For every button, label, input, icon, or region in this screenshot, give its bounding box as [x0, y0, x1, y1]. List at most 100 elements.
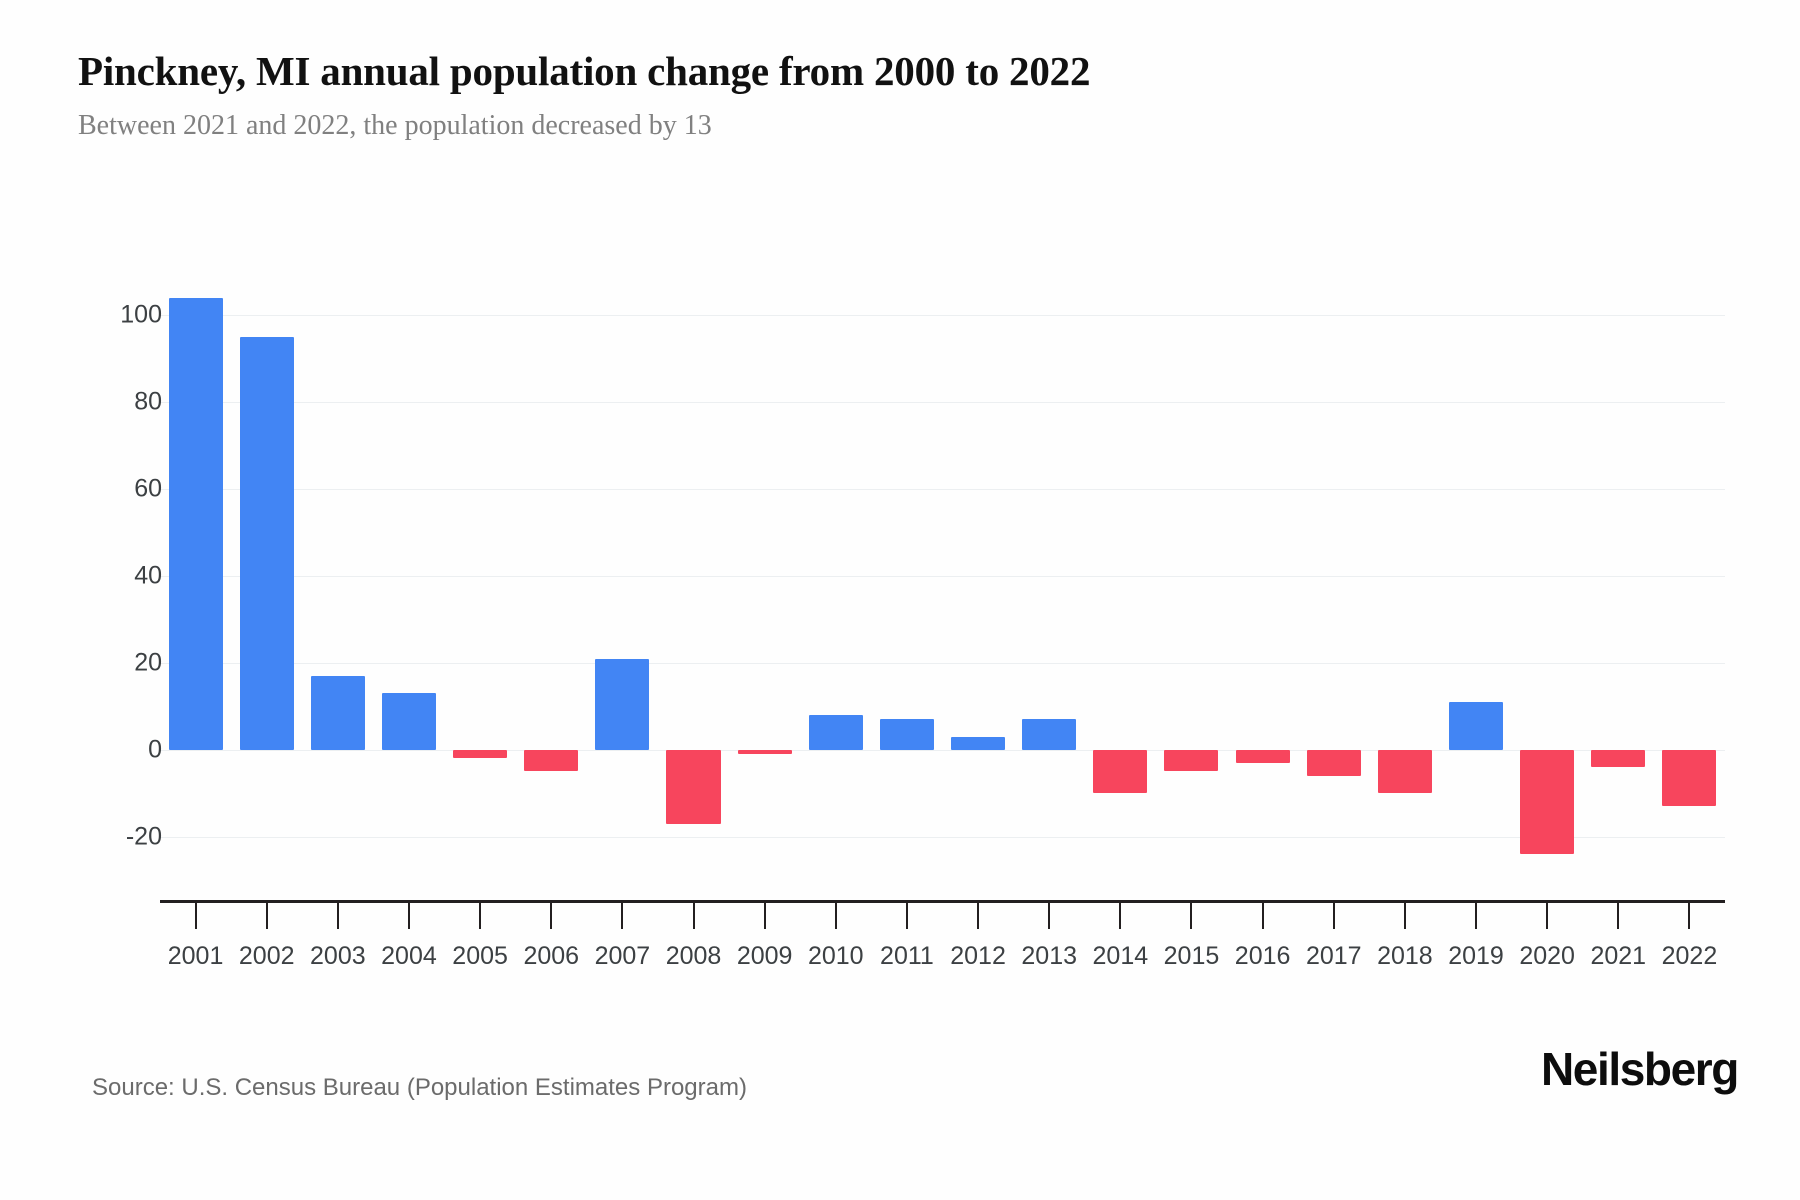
- x-axis-tick: [407, 901, 410, 929]
- bar[interactable]: [1093, 749, 1148, 794]
- bar-slot: [729, 272, 800, 880]
- gridline: [160, 489, 1725, 491]
- bar[interactable]: [1377, 749, 1432, 794]
- bar-slot: [1156, 272, 1227, 880]
- bar-slot: [1085, 272, 1156, 880]
- bar-slot: [373, 272, 444, 880]
- bar-slot: [587, 272, 658, 880]
- bar[interactable]: [879, 719, 934, 750]
- bar[interactable]: [310, 675, 365, 750]
- bar-slot: [302, 272, 373, 880]
- x-axis-tick-label: 2007: [594, 942, 651, 970]
- gridline: [160, 315, 1725, 317]
- bar[interactable]: [239, 337, 294, 750]
- bar-slot: [1369, 272, 1440, 880]
- x-axis-tick-label: 2016: [1234, 942, 1291, 970]
- gridline: [160, 576, 1725, 577]
- y-axis-tick-label: 100: [120, 300, 162, 329]
- bar[interactable]: [1448, 701, 1504, 750]
- x-axis-tick: [1403, 901, 1406, 929]
- x-axis-tick-label: 2002: [238, 942, 295, 970]
- x-axis-tick-label: 2014: [1092, 942, 1149, 970]
- bar-slot: [1512, 272, 1583, 880]
- x-axis-tick-label: 2015: [1163, 942, 1220, 970]
- bar-slot: [231, 272, 302, 880]
- x-axis-tick-label: 2022: [1661, 942, 1718, 970]
- x-axis-tick-label: 2008: [665, 942, 722, 970]
- x-axis-tick-label: 2006: [523, 942, 580, 970]
- x-axis-tick-label: 2009: [736, 942, 793, 970]
- bar[interactable]: [168, 298, 223, 750]
- bar[interactable]: [808, 714, 863, 750]
- y-axis-tick-label: -20: [125, 822, 162, 851]
- bar[interactable]: [595, 658, 650, 750]
- x-axis-tick: [621, 901, 624, 929]
- bar[interactable]: [1306, 749, 1361, 776]
- x-axis-tick: [1475, 901, 1478, 929]
- bar-slot: [658, 272, 729, 880]
- x-axis-tick-label: 2019: [1448, 942, 1504, 970]
- bar-slot: [1440, 272, 1511, 880]
- x-axis-tick: [763, 901, 766, 929]
- bar-slot: [943, 272, 1014, 880]
- gridline: [160, 749, 1725, 751]
- bar[interactable]: [951, 736, 1006, 750]
- x-axis-tick: [265, 901, 268, 929]
- bar[interactable]: [453, 749, 508, 759]
- bar[interactable]: [524, 749, 579, 772]
- x-axis-tick: [1048, 901, 1051, 929]
- chart-header: Pinckney, MI annual population change fr…: [78, 48, 1728, 143]
- y-axis-tick-label: 0: [148, 735, 162, 764]
- bar-slot: [160, 272, 231, 880]
- y-axis-tick-label: 40: [134, 561, 162, 590]
- bar-slot: [1583, 272, 1654, 880]
- x-axis-tick: [1261, 901, 1264, 929]
- x-axis-tick: [550, 901, 553, 929]
- x-axis-tick: [977, 901, 980, 929]
- bar-slot: [1654, 272, 1725, 880]
- gridline: [160, 402, 1725, 404]
- x-axis-line: [160, 900, 1725, 903]
- bar[interactable]: [1022, 719, 1077, 750]
- y-axis-tick-label: 80: [134, 387, 162, 416]
- x-axis-tick-label: 2010: [807, 942, 864, 970]
- x-axis-tick: [834, 901, 837, 929]
- x-axis-tick: [1332, 901, 1335, 929]
- bar[interactable]: [381, 693, 436, 750]
- bar-slot: [445, 272, 516, 880]
- bar[interactable]: [1591, 749, 1646, 768]
- x-axis-tick-label: 2003: [310, 942, 366, 970]
- x-axis-tick-label: 2013: [1021, 942, 1078, 970]
- x-axis-tick: [194, 901, 197, 929]
- neilsberg-logo: Neilsberg: [1540, 1043, 1739, 1095]
- y-axis-tick-label: 20: [134, 648, 162, 677]
- x-axis-tick: [479, 901, 482, 929]
- x-axis-tick: [1546, 901, 1549, 929]
- x-axis-tick-label: 2001: [167, 942, 224, 970]
- x-axis-tick: [1617, 901, 1620, 929]
- bar[interactable]: [1520, 749, 1575, 854]
- bar-slot: [800, 272, 871, 880]
- x-axis-tick-label: 2011: [880, 942, 934, 970]
- bar-slot: [1014, 272, 1085, 880]
- bar[interactable]: [737, 749, 792, 755]
- gridline: [160, 662, 1725, 664]
- bar-slot: [1227, 272, 1298, 880]
- plot-area: [160, 272, 1725, 880]
- bar[interactable]: [1662, 749, 1717, 807]
- x-axis-tick: [1119, 901, 1122, 929]
- x-axis-tick: [905, 901, 908, 929]
- source-note: Source: U.S. Census Bureau (Population E…: [92, 1074, 747, 1101]
- bar[interactable]: [1164, 749, 1219, 772]
- x-axis-tick-label: 2020: [1519, 942, 1575, 970]
- bar[interactable]: [1235, 749, 1290, 763]
- bar-slot: [516, 272, 587, 880]
- bar[interactable]: [666, 749, 721, 824]
- x-axis-tick-label: 2012: [950, 942, 1006, 970]
- x-axis-tick-label: 2021: [1590, 942, 1647, 970]
- x-axis-tick: [336, 901, 339, 929]
- x-axis-tick-label: 2004: [381, 942, 437, 970]
- gridline: [160, 836, 1725, 838]
